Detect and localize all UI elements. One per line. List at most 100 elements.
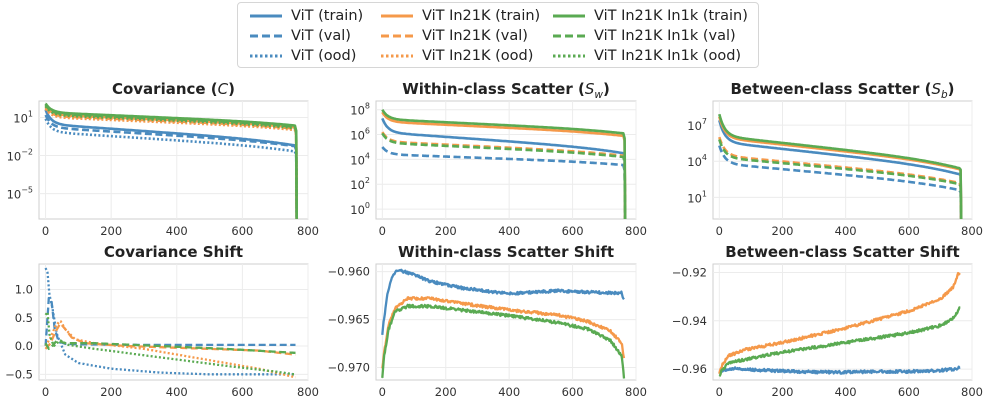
legend-label: ViT In21K In1k (val) [594,28,736,44]
x-tick-label: 400 [498,385,520,399]
y-tick-label: −0.960 [327,265,370,279]
x-tick-label: 800 [297,224,319,238]
y-tick-label: −0.94 [672,314,707,328]
x-tick-label: 800 [625,224,647,238]
legend-item: ViT In21K (ood) [381,46,533,66]
series-line [381,132,627,219]
legend-label: ViT In21K (val) [422,28,528,44]
plot-area [375,263,637,381]
series-line [381,146,627,219]
chart-covshift: 0 200 400 600 800 1.0 0.5 0.0 −0.5 Covariance Shi… [5,243,319,399]
chart-title: Within-class Scatter (Sw) [402,80,610,101]
legend-item: ViT In21K (train) [381,6,540,26]
plot-area [712,263,973,381]
x-tick-label: 600 [562,224,584,238]
series-line [718,365,961,375]
chart-sbshift: 0 200 400 600 800 −0.92 −0.94 −0.96 Between-clas… [672,243,983,399]
series-line [381,296,626,369]
x-tick-label: 800 [297,385,319,399]
chart-title: Covariance Shift [104,243,243,261]
legend-item: ViT (train) [250,6,363,26]
y-tick-label: 104 [687,153,707,169]
y-tick-label: 10−2 [7,148,33,164]
y-tick-label: 104 [350,151,370,167]
x-tick-label: 400 [835,385,857,399]
x-tick-label: 200 [772,224,794,238]
x-tick-label: 400 [166,224,188,238]
x-tick-label: 600 [898,224,920,238]
x-tick-label: 0 [716,224,723,238]
x-tick-label: 600 [898,385,920,399]
legend: ViT (train) ViT (val) ViT (ood) ViT In21… [237,2,759,68]
y-tick-label: 101 [687,189,707,205]
series-line [718,271,961,374]
y-tick-label: 100 [350,201,370,217]
y-tick-label: 106 [350,127,370,143]
x-tick-label: 400 [166,385,188,399]
chart-title: Between-class Scatter Shift [725,243,959,261]
chart-swshift: 0 200 400 600 800 −0.960 −0.965 −0.970 Within-cl… [327,243,647,399]
y-tick-label: 1.0 [15,282,33,296]
x-tick-label: 0 [379,385,386,399]
series-line [381,303,626,379]
x-tick-label: 0 [42,224,49,238]
series-line [44,118,298,219]
x-tick-label: 0 [379,224,386,238]
y-tick-label: 108 [350,102,370,118]
chart-cov: 0 200 400 600 800 101 10−2 10−5 Covariance (C) [7,80,319,238]
y-tick-label: −0.96 [672,362,707,376]
series-line [718,113,963,219]
series-line [44,296,297,347]
series-line [718,139,963,219]
x-tick-label: 400 [498,224,520,238]
x-tick-label: 200 [435,385,457,399]
series-line [44,114,299,219]
series-line [381,117,627,219]
y-tick-label: −0.970 [327,361,370,375]
series-line [381,108,627,219]
legend-label: ViT In21K (ood) [422,48,534,64]
series-line [44,339,297,354]
chart-title: Between-class Scatter (Sb) [731,80,955,101]
legend-label: ViT (val) [291,28,351,44]
y-tick-label: 101 [13,109,33,125]
chart-sb: 0 200 400 600 800 107 104 101 Between-class Scat… [687,80,983,238]
series-line [718,145,963,219]
x-tick-label: 200 [100,385,122,399]
plot-area [38,263,309,381]
chart-title: Within-class Scatter Shift [398,243,614,261]
legend-item: ViT In21K In1k (train) [553,6,748,26]
legend-item: ViT In21K In1k (val) [553,26,736,46]
legend-item: ViT (ood) [250,46,356,66]
y-tick-label: 0.0 [15,339,33,353]
x-tick-label: 800 [961,385,983,399]
y-tick-label: −0.92 [672,265,707,279]
legend-item: ViT (val) [250,26,351,46]
legend-label: ViT (ood) [291,48,357,64]
series-line [718,119,963,219]
series-line [44,104,299,219]
legend-label: ViT In21K In1k (ood) [594,48,742,64]
y-tick-label: 107 [687,117,707,133]
x-tick-label: 600 [231,385,253,399]
y-tick-label: 0.5 [15,311,33,325]
chart-title: Covariance (C) [112,80,235,98]
series-line [718,306,961,378]
series-line [44,109,299,219]
legend-item: ViT In21K (val) [381,26,528,46]
series-line [381,268,625,336]
x-tick-label: 600 [231,224,253,238]
chart-sw: 0 200 400 600 800 108 106 104 102 100 Within-class… [350,80,647,238]
y-tick-label: 10−5 [7,186,33,202]
legend-label: ViT In21K In1k (train) [594,8,748,24]
legend-label: ViT In21K (train) [422,8,541,24]
x-tick-label: 0 [716,385,723,399]
series-line [44,267,297,376]
x-tick-label: 600 [562,385,584,399]
x-tick-label: 200 [435,224,457,238]
x-tick-label: 0 [42,385,49,399]
y-tick-label: −0.965 [327,313,370,327]
y-tick-label: 102 [350,176,370,192]
legend-item: ViT In21K In1k (ood) [553,46,741,66]
